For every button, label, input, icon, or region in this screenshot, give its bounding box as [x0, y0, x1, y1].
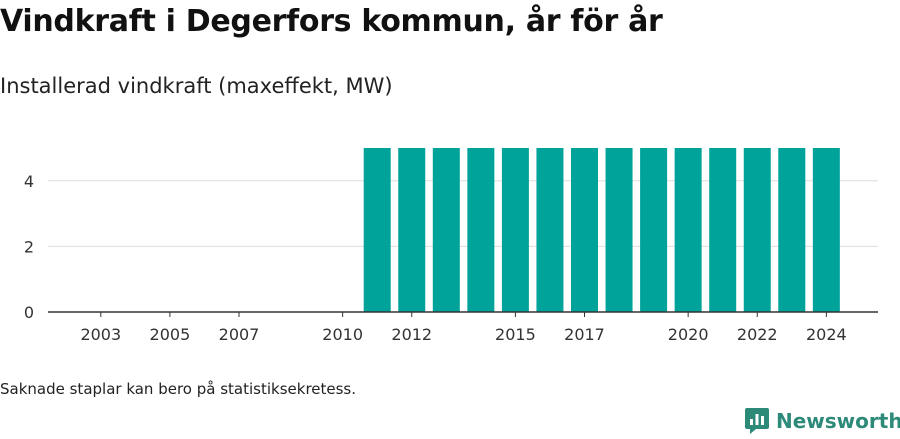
y-tick-label: 0 [24, 303, 34, 322]
chart-title: Vindkraft i Degerfors kommun, år för år [0, 4, 663, 39]
x-tick-label: 2005 [150, 325, 191, 344]
y-tick-label: 4 [24, 172, 34, 191]
bar-chart: 0 2 4 2003 2005 2007 2010 2012 2015 2017 2020 2022 2… [24, 148, 878, 344]
x-tick-label: 2012 [391, 325, 432, 344]
bar-2019 [640, 148, 668, 312]
bar-2013 [432, 148, 460, 312]
bar-2017 [571, 148, 598, 312]
x-tick-label: 2017 [564, 325, 605, 344]
x-tick-label: 2020 [668, 325, 709, 344]
x-tick-label: 2003 [80, 325, 121, 344]
footnote: Saknade staplar kan bero på statistiksek… [0, 380, 357, 398]
x-tick-label: 2007 [219, 325, 260, 344]
x-tick-label: 2015 [495, 325, 536, 344]
brand-name: Newsworthy [776, 409, 900, 433]
brand-logo: Newsworthy [744, 406, 900, 436]
newsworthy-logo-icon [745, 408, 769, 434]
bar-2011 [363, 148, 391, 312]
bar-2014 [467, 148, 495, 312]
bar-2016 [536, 148, 564, 312]
bar-2012 [398, 148, 426, 312]
bar-2024 [812, 148, 840, 312]
bar-2022 [743, 148, 771, 312]
bar-2021 [709, 148, 737, 312]
chart-subtitle: Installerad vindkraft (maxeffekt, MW) [0, 74, 393, 98]
x-tick-label: 2024 [806, 325, 847, 344]
y-tick-label: 2 [24, 237, 34, 256]
bar-2023 [778, 148, 806, 312]
bar-2015 [501, 148, 529, 312]
x-tick-label: 2010 [322, 325, 363, 344]
bar-2018 [605, 148, 633, 312]
bar-2020 [674, 148, 702, 312]
x-tick-label: 2022 [737, 325, 778, 344]
